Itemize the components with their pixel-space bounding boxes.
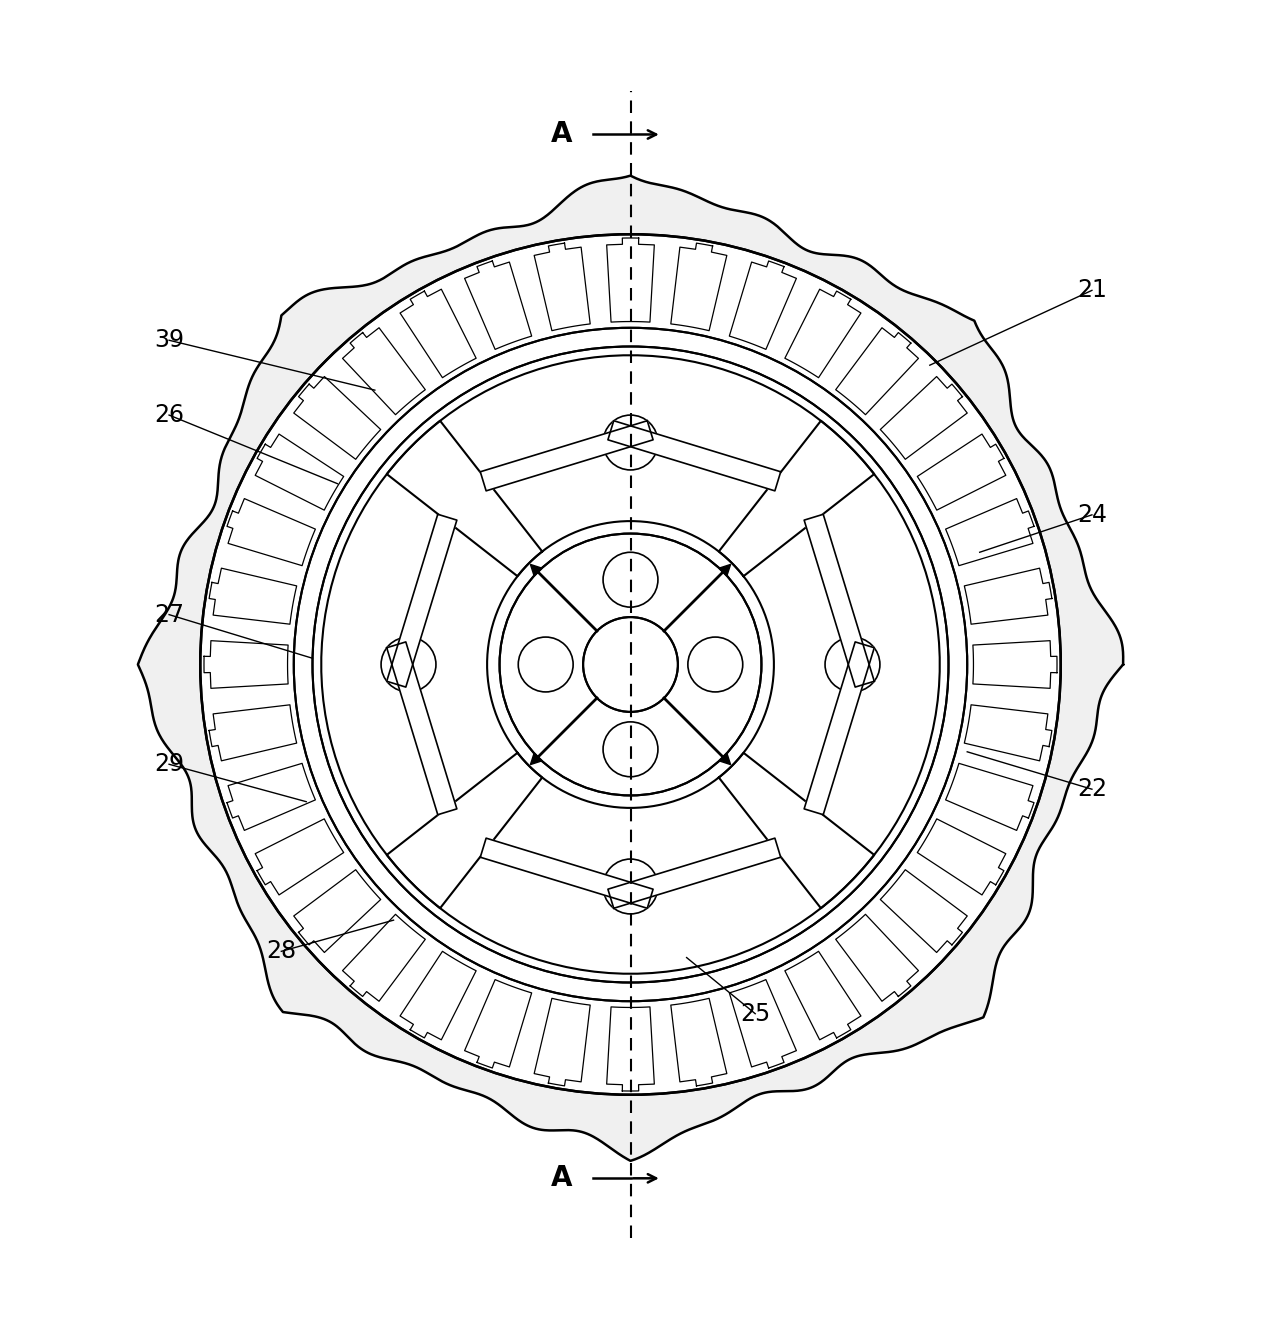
Polygon shape bbox=[805, 642, 874, 815]
Polygon shape bbox=[608, 421, 781, 490]
Polygon shape bbox=[784, 952, 861, 1039]
Circle shape bbox=[687, 637, 743, 692]
Circle shape bbox=[294, 328, 967, 1001]
Polygon shape bbox=[387, 514, 456, 687]
Polygon shape bbox=[836, 914, 918, 1001]
Polygon shape bbox=[255, 435, 344, 510]
Polygon shape bbox=[400, 290, 477, 377]
Polygon shape bbox=[137, 175, 1124, 1160]
Circle shape bbox=[603, 722, 658, 776]
Polygon shape bbox=[209, 569, 296, 625]
Polygon shape bbox=[607, 238, 654, 322]
Text: 29: 29 bbox=[154, 752, 184, 776]
Polygon shape bbox=[387, 752, 874, 974]
Polygon shape bbox=[464, 260, 532, 350]
Polygon shape bbox=[204, 641, 288, 688]
Text: 25: 25 bbox=[740, 1002, 770, 1026]
Circle shape bbox=[313, 347, 948, 982]
Polygon shape bbox=[387, 355, 874, 577]
Polygon shape bbox=[531, 739, 556, 764]
Polygon shape bbox=[535, 243, 590, 331]
Polygon shape bbox=[464, 979, 532, 1069]
Polygon shape bbox=[671, 998, 726, 1086]
Polygon shape bbox=[946, 763, 1034, 831]
Polygon shape bbox=[209, 704, 296, 760]
Circle shape bbox=[200, 234, 1061, 1095]
Polygon shape bbox=[973, 641, 1057, 688]
Circle shape bbox=[583, 617, 678, 712]
Circle shape bbox=[825, 637, 880, 692]
Polygon shape bbox=[343, 914, 425, 1001]
Polygon shape bbox=[917, 819, 1006, 894]
Circle shape bbox=[499, 533, 762, 796]
Circle shape bbox=[381, 637, 436, 692]
Text: A: A bbox=[551, 1164, 572, 1192]
Polygon shape bbox=[965, 569, 1052, 625]
Polygon shape bbox=[480, 421, 653, 490]
Polygon shape bbox=[255, 819, 344, 894]
Text: 39: 39 bbox=[154, 328, 184, 352]
Polygon shape bbox=[880, 869, 967, 953]
Circle shape bbox=[603, 415, 658, 470]
Polygon shape bbox=[729, 260, 797, 350]
Text: 26: 26 bbox=[154, 403, 184, 427]
Circle shape bbox=[603, 859, 658, 914]
Text: 28: 28 bbox=[266, 940, 296, 964]
Polygon shape bbox=[946, 498, 1034, 566]
Text: 24: 24 bbox=[1077, 502, 1107, 526]
Polygon shape bbox=[400, 952, 477, 1039]
Polygon shape bbox=[917, 435, 1006, 510]
Text: 22: 22 bbox=[1077, 777, 1107, 801]
Polygon shape bbox=[535, 998, 590, 1086]
Polygon shape bbox=[671, 243, 726, 331]
Polygon shape bbox=[531, 565, 556, 590]
Polygon shape bbox=[705, 565, 730, 590]
Polygon shape bbox=[805, 514, 874, 687]
Polygon shape bbox=[343, 328, 425, 415]
Polygon shape bbox=[227, 498, 315, 566]
Polygon shape bbox=[880, 376, 967, 460]
Polygon shape bbox=[294, 869, 381, 953]
Circle shape bbox=[603, 553, 658, 607]
Polygon shape bbox=[719, 421, 939, 908]
Polygon shape bbox=[784, 290, 861, 377]
Text: A: A bbox=[551, 121, 572, 149]
Polygon shape bbox=[227, 763, 315, 831]
Polygon shape bbox=[322, 421, 542, 908]
Polygon shape bbox=[607, 1007, 654, 1091]
Text: 27: 27 bbox=[154, 602, 184, 626]
Circle shape bbox=[518, 637, 574, 692]
Polygon shape bbox=[608, 839, 781, 908]
Text: 21: 21 bbox=[1077, 278, 1107, 303]
Polygon shape bbox=[294, 376, 381, 460]
Polygon shape bbox=[729, 979, 797, 1069]
Polygon shape bbox=[836, 328, 918, 415]
Polygon shape bbox=[705, 739, 730, 764]
Polygon shape bbox=[965, 704, 1052, 760]
Polygon shape bbox=[480, 839, 653, 908]
Polygon shape bbox=[387, 642, 456, 815]
